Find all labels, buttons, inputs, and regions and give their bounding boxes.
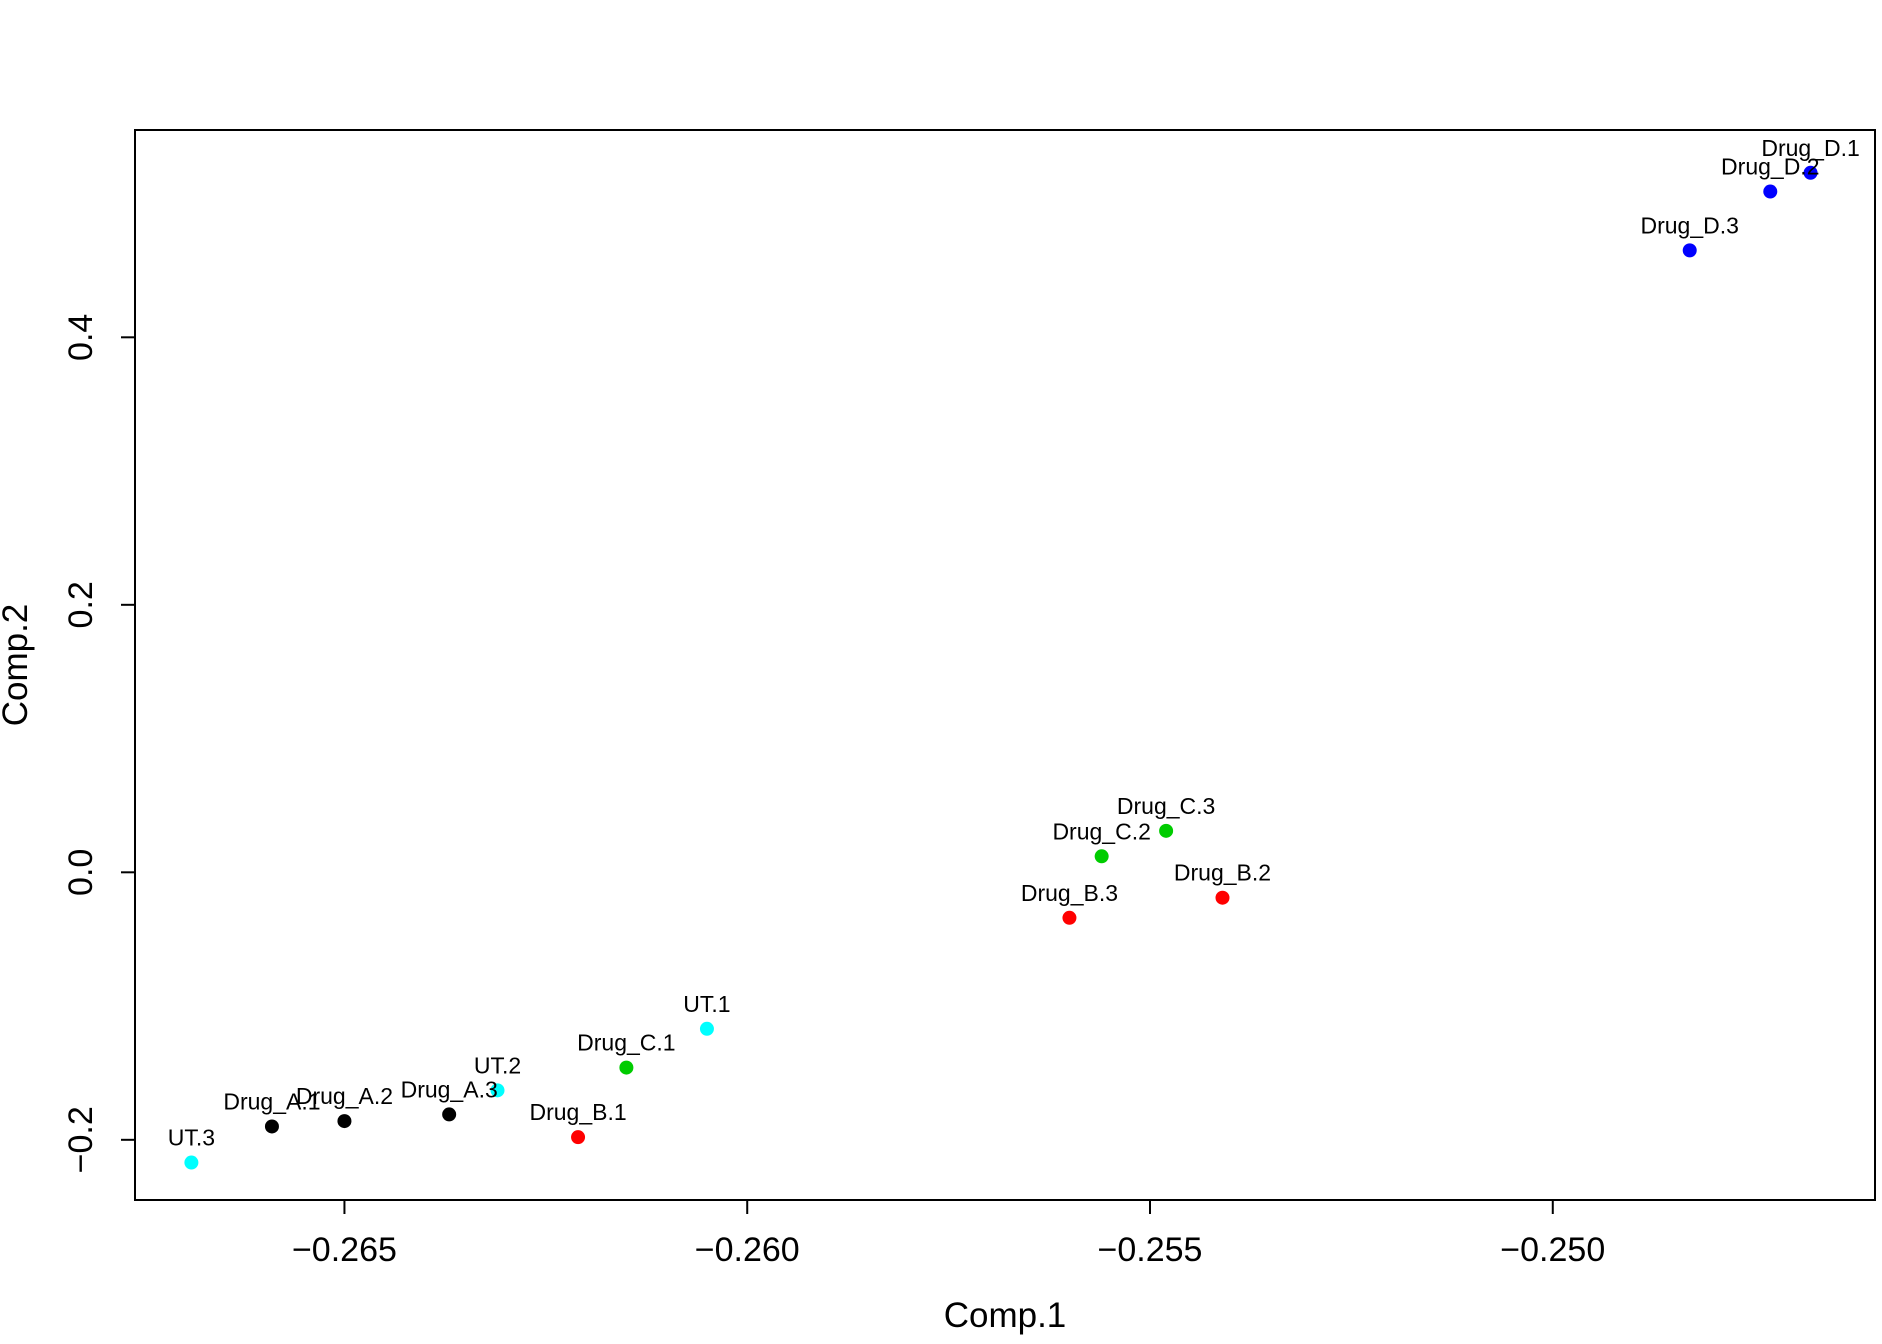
data-point: [571, 1130, 586, 1145]
y-tick-label: −0.2: [62, 1106, 100, 1173]
x-tick-label: −0.265: [292, 1231, 397, 1269]
y-tick-label: 0.0: [62, 849, 100, 896]
data-point: [264, 1119, 279, 1134]
data-point: [1215, 890, 1230, 905]
point-label: Drug_C.3: [1117, 793, 1215, 819]
x-tick-label: −0.260: [695, 1231, 800, 1269]
data-point: [1803, 165, 1818, 180]
data-point: [1062, 910, 1077, 925]
y-tick-label: 0.4: [62, 314, 100, 361]
data-points: [184, 165, 1818, 1170]
data-point: [337, 1114, 352, 1129]
x-axis: −0.265 −0.260 −0.255 −0.250: [292, 1199, 1605, 1269]
data-point: [699, 1021, 714, 1036]
data-point: [619, 1060, 634, 1075]
point-label: Drug_D.1: [1761, 135, 1859, 161]
point-label: Drug_B.2: [1174, 860, 1271, 886]
point-label: Drug_D.3: [1641, 212, 1739, 238]
plot-frame: [134, 129, 1876, 1201]
x-tick-label: −0.255: [1098, 1231, 1203, 1269]
point-label: Drug_C.2: [1052, 818, 1150, 844]
point-label: UT.3: [168, 1125, 215, 1151]
x-tick-label: −0.250: [1500, 1231, 1605, 1269]
data-point: [442, 1107, 457, 1122]
point-label: Drug_A.1: [223, 1088, 320, 1114]
point-label: Drug_C.1: [577, 1030, 675, 1056]
y-axis: −0.2 0.0 0.2 0.4: [62, 314, 136, 1173]
data-point: [1682, 243, 1697, 258]
point-label: Drug_B.1: [529, 1099, 626, 1125]
data-point: [490, 1083, 505, 1098]
data-point: [184, 1155, 199, 1170]
point-label: UT.2: [474, 1052, 521, 1078]
x-axis-title: Comp.1: [944, 1296, 1067, 1335]
data-point: [1159, 823, 1174, 838]
point-label: Drug_A.3: [401, 1076, 498, 1102]
data-point: [1763, 184, 1778, 199]
point-label: UT.1: [683, 991, 730, 1017]
data-point: [1094, 849, 1109, 864]
point-label: Drug_B.3: [1021, 880, 1118, 906]
point-label: Drug_D.2: [1721, 154, 1819, 180]
point-label: Drug_A.2: [296, 1083, 393, 1109]
y-axis-title: Comp.2: [0, 604, 35, 727]
y-tick-label: 0.2: [62, 581, 100, 628]
